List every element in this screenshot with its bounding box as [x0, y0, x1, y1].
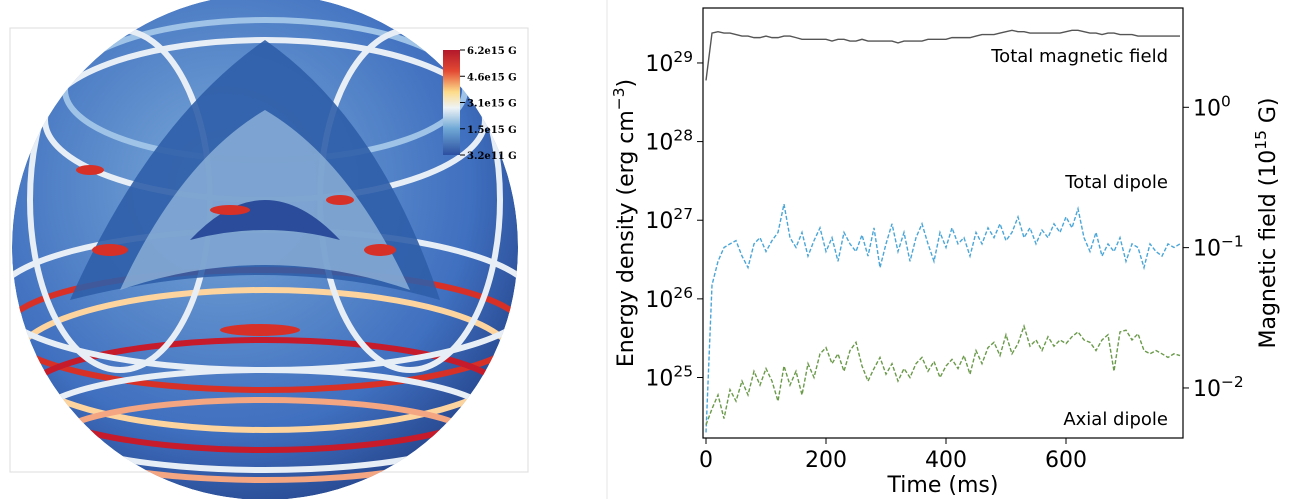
y-tick-label: 1025 — [645, 362, 693, 391]
annotation: Total dipole — [1064, 172, 1168, 193]
x-axis-label: Time (ms) — [887, 473, 999, 498]
series-line — [705, 204, 1181, 433]
colorbar-label: 3.1e15 G — [467, 99, 517, 110]
annotation: Axial dipole — [1063, 409, 1168, 430]
y2-tick-label: 10−2 — [1193, 373, 1244, 402]
x-tick-label: 400 — [925, 448, 967, 473]
plot-frame — [702, 7, 1184, 439]
sphere-render — [12, 0, 518, 499]
y-tick-label: 1027 — [645, 205, 693, 234]
series-line — [705, 29, 1180, 81]
x-tick-label: 0 — [699, 448, 713, 473]
y2-axis-label: Magnetic field (1015 G) — [1252, 98, 1281, 349]
y2-tick-label: 10−1 — [1193, 233, 1244, 262]
y-tick-label: 1029 — [645, 48, 693, 77]
x-tick-label: 200 — [805, 448, 847, 473]
colorbar-label: 6.2e15 G — [467, 46, 517, 57]
colorbar-label: 1.5e15 G — [467, 125, 517, 136]
y-axis-label: Energy density (erg cm−3) — [610, 79, 639, 367]
annotation: Total magnetic field — [990, 46, 1168, 67]
y-tick-label: 1028 — [645, 127, 693, 156]
y-tick-label: 1026 — [645, 284, 693, 313]
plot-lines — [705, 29, 1181, 433]
x-tick-label: 600 — [1045, 448, 1087, 473]
series-line — [705, 323, 1181, 426]
colorbar-label: 4.6e15 G — [467, 72, 517, 83]
colorbar — [443, 50, 460, 155]
y2-tick-label: 100 — [1193, 92, 1231, 121]
colorbar-label: 3.2e11 G — [467, 151, 517, 162]
